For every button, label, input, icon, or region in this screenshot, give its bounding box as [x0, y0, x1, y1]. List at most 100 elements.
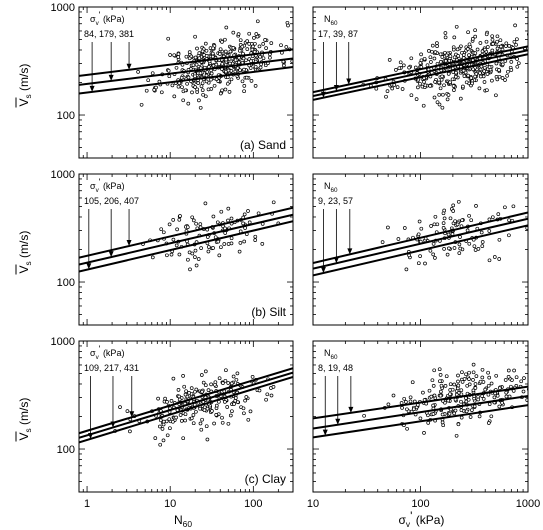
data-point — [190, 215, 195, 220]
data-point — [229, 77, 234, 82]
data-point — [170, 83, 175, 88]
data-point — [212, 421, 216, 426]
legend-symbol: N60 — [324, 181, 338, 194]
legend-symbol-sub: 60 — [331, 20, 339, 27]
data-point — [284, 45, 289, 49]
y-axis-label-text-rest: (m/s) — [17, 398, 31, 429]
data-point — [199, 427, 204, 432]
data-point — [193, 85, 197, 89]
data-point — [473, 34, 478, 39]
data-point — [176, 55, 181, 59]
data-point — [220, 88, 224, 93]
data-point — [429, 394, 434, 399]
data-point — [476, 247, 481, 251]
data-point — [391, 393, 396, 398]
data-point — [430, 49, 434, 54]
annotation-arrowhead — [335, 418, 341, 425]
data-point — [497, 237, 502, 242]
data-point — [442, 247, 446, 251]
data-point — [432, 56, 437, 61]
data-point — [219, 209, 224, 214]
data-point — [158, 424, 162, 429]
data-point — [205, 235, 210, 239]
annotation-arrowhead — [110, 421, 116, 428]
x-axis-label-prime: ' — [410, 509, 412, 523]
data-point — [204, 54, 209, 58]
data-point — [432, 95, 437, 100]
data-point — [252, 36, 256, 40]
data-point — [487, 375, 492, 380]
data-point — [441, 92, 445, 97]
data-point — [464, 372, 468, 377]
data-point — [225, 405, 230, 409]
data-point — [228, 49, 233, 54]
data-point — [495, 34, 500, 39]
data-point — [177, 397, 182, 402]
data-point — [448, 54, 453, 59]
panel-label: (b) Silt — [251, 305, 286, 319]
y-axis-label: Vs (m/s) — [15, 64, 33, 108]
data-point — [223, 400, 227, 404]
data-point — [503, 205, 507, 210]
data-point — [179, 419, 184, 423]
data-point — [447, 411, 452, 416]
data-point — [271, 385, 276, 389]
data-point — [198, 71, 203, 76]
data-point — [454, 70, 458, 75]
data-point — [433, 80, 437, 84]
data-point — [461, 53, 466, 57]
data-point — [481, 74, 486, 79]
data-point — [504, 390, 509, 395]
data-point — [237, 48, 242, 53]
data-point — [407, 65, 411, 70]
annotation-arrowhead — [89, 85, 95, 92]
data-point — [438, 393, 443, 398]
data-point — [470, 37, 475, 41]
regression-line-2 — [313, 394, 528, 430]
data-point — [453, 219, 457, 224]
data-point — [244, 58, 248, 63]
data-point — [203, 41, 208, 46]
data-point — [456, 373, 460, 378]
data-point — [199, 246, 203, 250]
data-point — [161, 438, 166, 443]
data-point — [206, 87, 211, 92]
annotation-arrowhead — [126, 63, 132, 70]
panel-sand-vs-sigma: N60 17, 39, 87 — [312, 6, 536, 159]
data-point — [193, 248, 198, 253]
annotation-arrowhead — [322, 429, 328, 436]
data-point — [226, 68, 231, 73]
data-point — [125, 409, 130, 413]
data-point — [460, 370, 464, 375]
data-point — [418, 416, 423, 421]
data-point — [440, 105, 445, 110]
data-point — [198, 105, 203, 110]
data-point — [499, 44, 503, 49]
data-point — [220, 62, 225, 66]
data-point — [176, 84, 181, 89]
x-tick-label: 1000 — [516, 498, 540, 510]
data-point — [402, 396, 407, 401]
data-point — [433, 256, 437, 260]
data-point — [411, 407, 416, 412]
data-point — [230, 409, 234, 414]
data-point — [221, 381, 225, 385]
data-point — [156, 396, 160, 401]
data-point — [187, 56, 192, 61]
data-point — [429, 224, 433, 228]
data-point — [183, 418, 187, 423]
data-point — [428, 55, 433, 60]
data-point — [533, 56, 536, 59]
data-point — [464, 396, 468, 400]
data-point — [201, 92, 205, 97]
annotation-arrowhead — [320, 91, 326, 98]
data-point — [400, 87, 405, 91]
data-point — [250, 375, 255, 379]
data-point — [269, 41, 274, 45]
data-point — [400, 406, 404, 410]
data-point — [160, 427, 165, 431]
data-point — [471, 388, 476, 393]
data-point — [459, 408, 464, 413]
data-point — [461, 84, 465, 89]
data-point — [509, 384, 513, 389]
